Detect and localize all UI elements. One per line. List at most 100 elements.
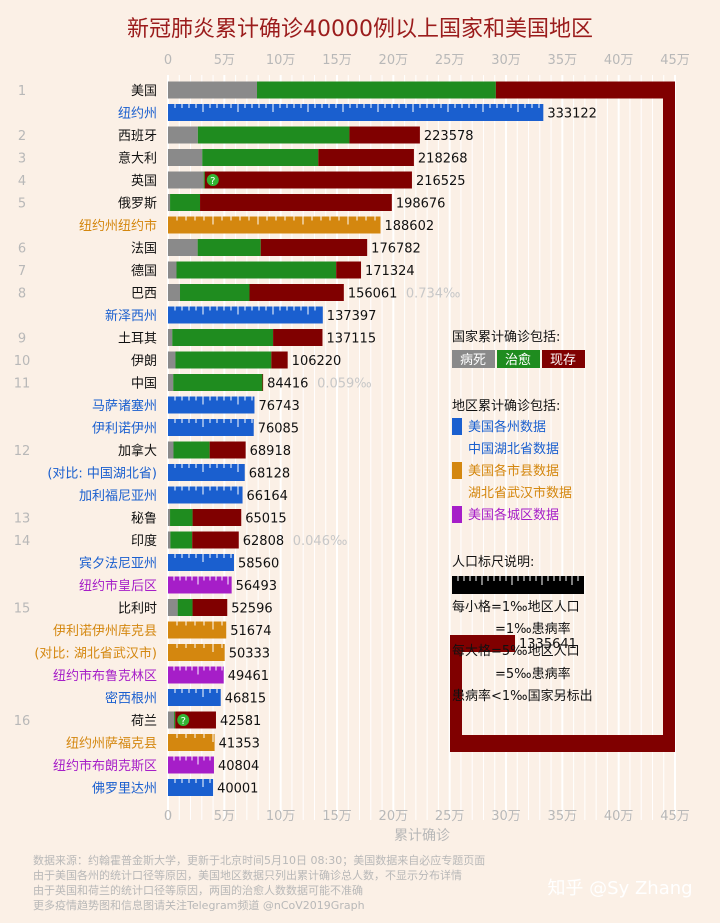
row-label: 佛罗里达州 [92,782,157,797]
bar-borough [168,756,214,774]
value-label: 216525 [416,174,466,189]
value-label: 68918 [250,444,291,459]
bar-county [168,644,225,661]
bar-recovered [177,599,193,616]
bar-state [168,396,255,414]
row-label: 纽约州萨福克县 [66,737,157,752]
bar-state [168,779,214,796]
rank-label: 4 [18,174,26,189]
bar-active [318,149,414,166]
rank-label: 2 [18,129,26,144]
footer-line: 数据来源：约翰霍普金斯大学，更新于北京时间5月10日 08:30；美国数据来自必… [33,853,485,867]
bar-deaths [168,441,174,459]
row-label: 秘鲁 [131,512,157,527]
rank-label: 6 [18,242,26,257]
x-tick-label-bottom: 40万 [604,809,634,824]
bar-deaths [168,599,178,616]
rank-label: 3 [18,152,26,167]
row-label: 中国 [131,377,157,392]
bar-deaths [168,329,173,346]
rank-label: 1 [18,84,26,99]
row-label: 伊朗 [131,354,157,369]
row-label: 加拿大 [118,443,157,459]
footer: 数据来源：约翰霍普金斯大学，更新于北京时间5月10日 08:30；美国数据来自必… [33,853,485,912]
value-label: 51674 [230,624,271,639]
x-tick-label-top: 15万 [322,53,352,68]
value-label: 223578 [424,129,474,144]
row-label: 纽约州 [118,107,157,122]
legend-region-line1: 美国各市县数据 [468,463,559,479]
x-tick-label-top: 0 [164,53,172,68]
row-label: 法国 [131,242,157,257]
bar-active [495,81,675,99]
x-tick-label-top: 5万 [214,53,235,68]
x-tick-label-top: 30万 [491,53,521,68]
bar-recovered [180,284,250,301]
value-label: 50333 [229,647,270,662]
legend-label-active: 现存 [550,353,576,368]
bar-active [271,351,288,369]
value-label: 46815 [225,692,266,707]
bar-recovered [175,351,272,369]
value-label: 42581 [220,714,261,729]
row-label: 加利福尼亚州 [79,489,157,504]
footer-line: 由于美国各州的统计口径等原因，美国地区数据只列出累计确诊总人数，不显示分布详情 [33,868,462,882]
x-tick-label-top: 40万 [604,53,634,68]
row-label: 英国 [131,174,157,189]
us-wrap-bar: 1335641 [450,81,675,752]
legend-swatch-active [542,350,585,368]
value-label: 76085 [258,422,299,437]
bar-active [192,599,228,616]
row-label: 纽约市皇后区 [79,578,157,594]
bar-deaths [168,149,203,166]
bar-active [200,194,392,211]
legend-swatch-county [452,462,462,479]
rate-label: 0.059‰ [317,377,372,392]
value-label: 41353 [219,737,260,752]
note-marker [206,174,219,186]
bar-active [336,261,362,279]
value-label: 218268 [418,152,468,167]
rank-label: 13 [14,512,31,527]
x-tick-label-bottom: 20万 [379,809,409,824]
legend-swatch-state [452,418,462,435]
x-tick-label-top: 35万 [548,53,578,68]
value-label: 176782 [371,242,421,257]
bar-active [192,509,242,526]
value-label: 137397 [327,309,377,324]
value-label: 49461 [228,669,269,684]
bar-state [168,554,234,571]
row-label: 纽约市布朗克斯区 [53,758,157,774]
bar-recovered [202,149,319,166]
value-label: 156061 [348,287,398,302]
bar-deaths [168,239,198,256]
x-axis-label: 累计确诊 [394,828,450,844]
bar-county [168,621,227,639]
row-label: (对比: 中国湖北省) [47,467,157,482]
bar-state [168,464,245,481]
legend-region-line2: 中国湖北省数据 [468,442,559,457]
legend-scale-line: 患病率<1‰国家另标出 [452,688,593,704]
legend-scale-line: 每大格=5‰地区人口 [452,643,580,659]
x-tick-label-bottom: 35万 [548,809,578,824]
rank-label: 5 [18,197,26,212]
legend-swatch-deaths [452,350,495,368]
x-tick-label-bottom: 0 [164,809,172,824]
bar-deaths [168,171,204,189]
bar-recovered [173,374,263,391]
bar-deaths [168,126,198,144]
x-tick-label-bottom: 25万 [435,809,465,824]
bar-recovered [173,441,210,459]
wrap-bottom [450,735,675,752]
row-label: 密西根州 [105,691,157,707]
bar-state [168,689,221,706]
legend-regions-title: 地区累计确诊包括: [452,399,560,414]
note-marker [177,714,190,726]
value-label: 66164 [247,489,288,504]
bar-recovered [174,711,176,729]
rank-label: 14 [14,534,31,549]
value-label: 62808 [243,534,284,549]
bar-deaths [168,81,258,99]
